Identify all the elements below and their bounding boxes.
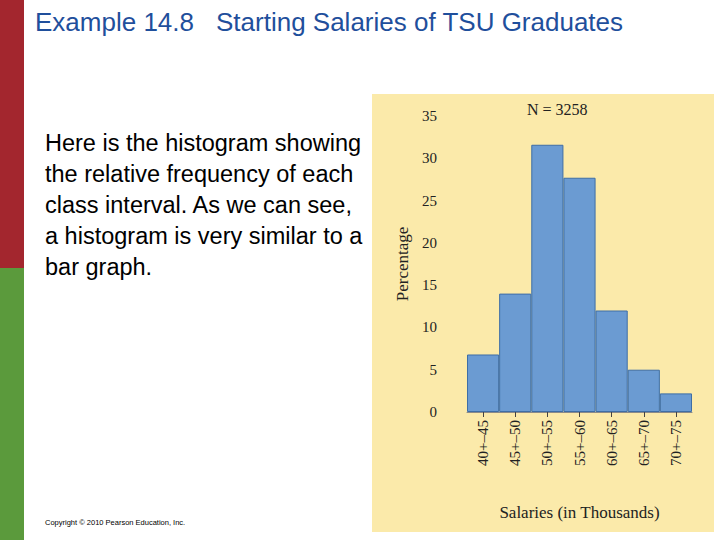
svg-text:35: 35 — [422, 108, 437, 124]
svg-text:65+–70: 65+–70 — [636, 420, 652, 466]
svg-text:15: 15 — [422, 277, 437, 293]
svg-text:20: 20 — [422, 235, 437, 251]
svg-text:N = 3258: N = 3258 — [527, 101, 588, 118]
svg-text:60+–65: 60+–65 — [604, 420, 620, 466]
svg-text:30: 30 — [422, 150, 437, 166]
html-text:Here is the histogram showing: Here is the histogram showing the relati… — [45, 130, 363, 280]
svg-text:0: 0 — [430, 404, 438, 420]
svg-text:55+–60: 55+–60 — [572, 420, 588, 466]
html-text:Copyright © 2010 Pearson Educa: Copyright © 2010 Pearson Education, Inc. — [45, 518, 186, 527]
svg-text:25: 25 — [422, 193, 437, 209]
html-text:Example 14.8: Example 14.8 — [35, 7, 194, 37]
svg-text:Salaries (in Thousands): Salaries (in Thousands) — [499, 503, 659, 522]
svg-text:Percentage: Percentage — [393, 227, 412, 302]
svg-text:50+–55: 50+–55 — [539, 420, 555, 466]
svg-text:70+–75: 70+–75 — [668, 420, 684, 466]
svg-text:45+–50: 45+–50 — [507, 420, 523, 466]
html-text:Starting Salaries of TSU Gradu: Starting Salaries of TSU Graduates — [216, 7, 623, 37]
svg-text:10: 10 — [422, 319, 437, 335]
svg-text:40+–45: 40+–45 — [475, 420, 491, 466]
svg-text:5: 5 — [430, 362, 438, 378]
